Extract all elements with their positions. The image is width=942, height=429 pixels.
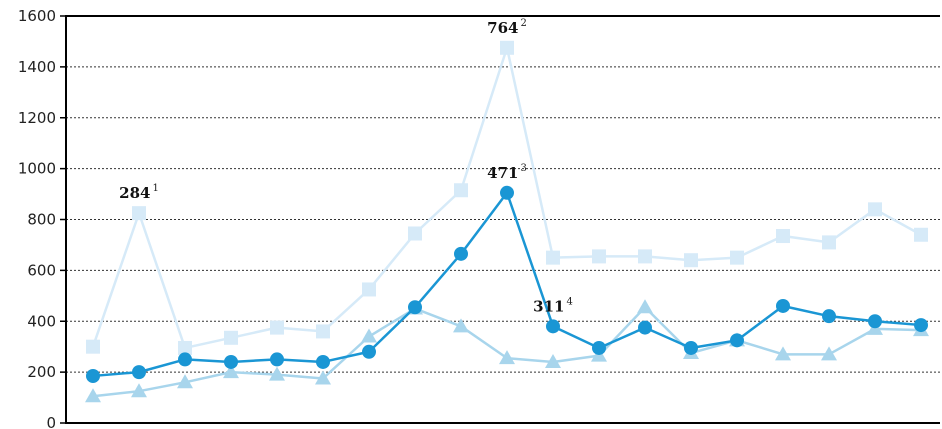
data-point-square xyxy=(362,282,376,297)
data-point-square xyxy=(822,235,836,250)
annotation-value: 471 xyxy=(487,164,518,182)
gridlines xyxy=(66,66,940,373)
y-tick-label: 200 xyxy=(27,363,56,381)
annotation-label: 764 2 xyxy=(487,18,527,37)
series-square xyxy=(86,40,928,355)
data-point-square xyxy=(132,206,146,221)
annotation-footnote-mark: 2 xyxy=(520,18,526,29)
data-point-circle xyxy=(454,246,468,261)
annotation-value: 764 xyxy=(487,19,518,37)
annotations: 284 1 764 2 471 3 311 4 xyxy=(119,18,573,316)
data-point-circle xyxy=(132,365,146,380)
data-point-square xyxy=(178,340,192,355)
annotation-footnote-mark: 4 xyxy=(566,296,572,307)
data-point-triangle xyxy=(361,328,377,343)
annotation-footnote-mark: 3 xyxy=(520,163,526,174)
annotation-label: 311 4 xyxy=(533,296,573,315)
series-line-circle xyxy=(92,191,922,378)
data-point-triangle xyxy=(131,383,147,398)
y-tick-label: 1000 xyxy=(18,160,56,178)
data-point-square xyxy=(408,226,422,241)
data-point-circle xyxy=(362,344,376,359)
data-point-circle xyxy=(316,354,330,369)
data-point-triangle xyxy=(223,364,239,379)
data-point-square xyxy=(914,227,928,242)
series-circle xyxy=(86,185,928,383)
data-point-circle xyxy=(270,352,284,367)
y-tick-label: 1600 xyxy=(18,7,56,25)
data-point-square xyxy=(500,40,514,55)
y-axis-ticks: 0 200 400 600 800 1000 1200 1400 1600 xyxy=(18,7,66,429)
data-point-circle xyxy=(546,319,560,334)
y-tick-label: 1400 xyxy=(18,58,56,76)
data-point-circle xyxy=(86,368,100,383)
data-point-triangle xyxy=(85,388,101,403)
data-point-triangle xyxy=(177,374,193,389)
data-point-square xyxy=(776,229,790,244)
annotation-label: 284 1 xyxy=(119,183,159,202)
data-point-triangle xyxy=(315,370,331,385)
series-layer xyxy=(85,40,929,403)
data-point-triangle xyxy=(821,346,837,361)
data-point-circle xyxy=(638,320,652,335)
y-tick-label: 600 xyxy=(27,261,56,279)
data-point-circle xyxy=(592,340,606,355)
data-point-square xyxy=(592,249,606,264)
data-point-square xyxy=(224,330,238,345)
annotation-label: 471 3 xyxy=(487,163,527,182)
data-point-square xyxy=(730,250,744,265)
data-point-square xyxy=(316,324,330,339)
data-point-triangle xyxy=(637,299,653,314)
data-point-circle xyxy=(822,309,836,324)
data-point-square xyxy=(868,202,882,217)
y-tick-label: 400 xyxy=(27,312,56,330)
data-point-circle xyxy=(730,333,744,348)
annotation-value: 311 xyxy=(533,297,564,315)
data-point-circle xyxy=(868,314,882,329)
data-point-circle xyxy=(914,318,928,333)
data-point-triangle xyxy=(453,318,469,333)
data-point-circle xyxy=(224,354,238,369)
data-point-square xyxy=(86,339,100,354)
data-point-circle xyxy=(500,185,514,200)
data-point-circle xyxy=(178,352,192,367)
data-point-square xyxy=(638,249,652,264)
series-triangle xyxy=(85,299,929,403)
data-point-square xyxy=(546,250,560,265)
data-point-circle xyxy=(684,340,698,355)
y-tick-label: 1200 xyxy=(18,109,56,127)
data-point-square xyxy=(454,183,468,198)
data-point-circle xyxy=(408,300,422,315)
data-point-triangle xyxy=(775,346,791,361)
data-point-square xyxy=(270,320,284,335)
annotation-value: 284 xyxy=(119,184,150,202)
data-point-circle xyxy=(776,298,790,313)
data-point-triangle xyxy=(269,366,285,381)
y-tick-label: 800 xyxy=(27,211,56,229)
data-point-square xyxy=(684,253,698,268)
data-point-triangle xyxy=(545,353,561,368)
annotation-footnote-mark: 1 xyxy=(152,183,158,194)
data-point-triangle xyxy=(499,350,515,365)
y-tick-label: 0 xyxy=(46,414,56,429)
